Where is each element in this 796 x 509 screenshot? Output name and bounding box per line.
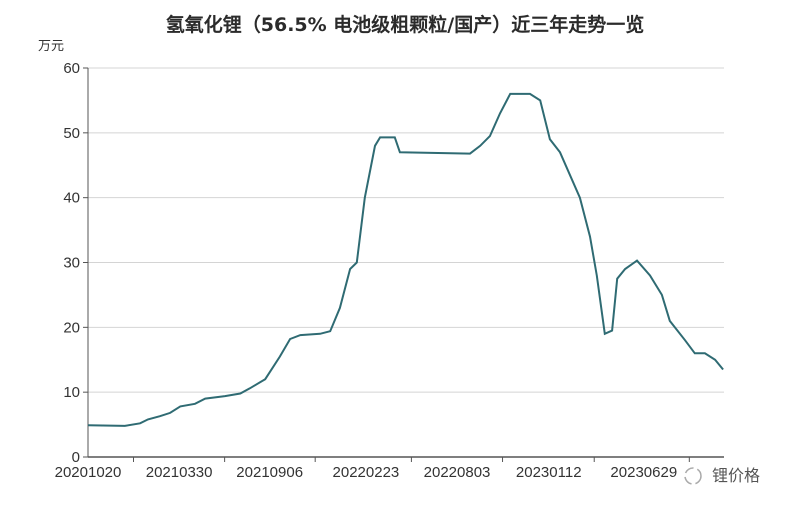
x-tick-label: 20201020 [55,464,122,481]
y-tick-label: 40 [63,190,80,207]
y-axis-unit: 万元 [38,39,64,54]
y-tick-label: 10 [63,384,80,401]
x-tick-label: 20210906 [236,464,303,481]
y-tick-label: 0 [72,449,80,466]
y-tick-label: 30 [63,255,80,272]
chart-title: 氢氧化锂（56.5% 电池级粗颗粒/国产）近三年走势一览 [166,13,644,36]
wechat-icon [684,467,702,485]
x-tick-label: 20220803 [424,464,491,481]
x-tick-label: 20210330 [146,464,213,481]
x-tick-label: 20220223 [333,464,400,481]
y-tick-label: 60 [63,60,80,77]
x-tick-label: 20230629 [610,464,677,481]
y-tick-label: 50 [63,125,80,142]
price-line [87,92,724,427]
watermark: 锂价格 [684,466,760,485]
watermark-text: 锂价格 [712,466,760,485]
x-tick-label: 20230112 [516,464,582,481]
y-tick-label: 20 [63,319,80,336]
